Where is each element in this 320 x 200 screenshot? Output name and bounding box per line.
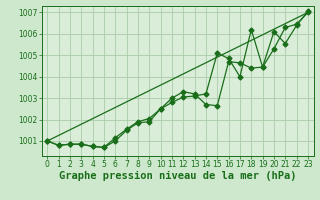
X-axis label: Graphe pression niveau de la mer (hPa): Graphe pression niveau de la mer (hPa) [59, 171, 296, 181]
